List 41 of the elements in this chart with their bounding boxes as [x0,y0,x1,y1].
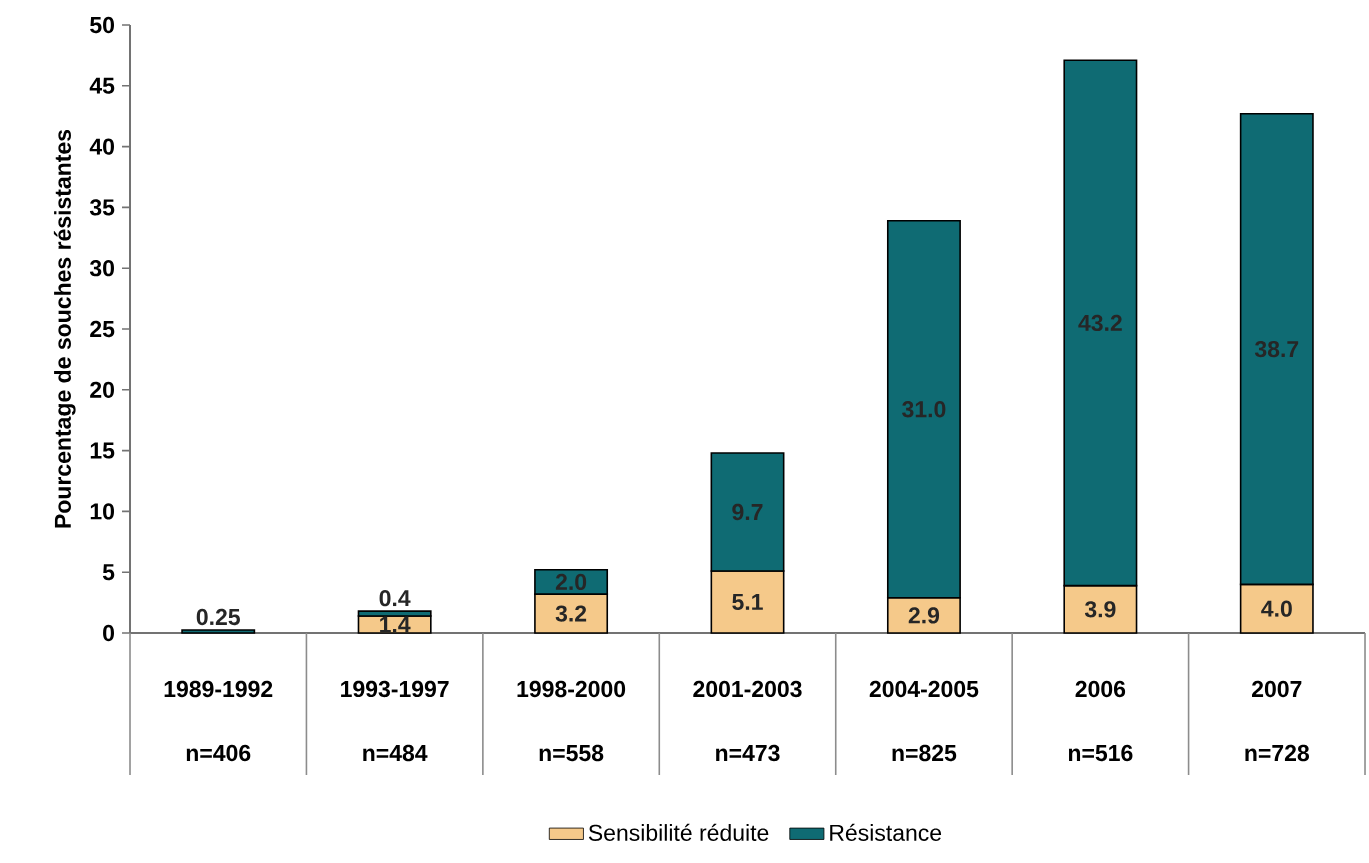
text: n=516 [1068,744,1133,762]
x-tick-label: 1998-2000 [517,680,626,698]
y-axis-title: Pourcentage de souches résistantes [53,129,76,528]
y-tick-label: 50 [90,16,114,34]
data-label: 0.4 [379,590,411,607]
text: n=484 [363,744,428,762]
data-label: 38.7 [1254,340,1299,358]
x-tick-label: 1993-1997 [341,680,449,698]
text: n=728 [1245,744,1310,762]
legend-label: Résistance [830,823,942,841]
text: n=473 [716,744,780,762]
data-label: 3.9 [1084,601,1116,618]
x-tick-label: 2001-2003 [693,680,802,698]
data-label: 4.0 [1261,600,1292,617]
y-tick-label: 35 [89,199,115,216]
text: n=825 [892,744,957,762]
text: n=558 [539,744,604,762]
y-tick-label: 0 [103,624,115,642]
y-tick-label: 15 [90,442,115,459]
data-label: 3.2 [555,605,587,622]
y-tick-label: 25 [90,320,115,338]
text: n=406 [186,744,251,762]
y-tick-label: 20 [90,381,114,398]
y-tick-label: 40 [89,138,114,155]
data-label: 2.9 [908,607,940,624]
y-tick-label: 45 [89,77,115,94]
data-label: 1.4 [380,616,411,633]
data-label: 0.25 [196,608,240,626]
x-tick-label: 1989-1992 [164,680,273,698]
data-label: 5.1 [732,593,763,611]
y-tick-label: 30 [89,260,114,277]
data-label: 31.0 [902,401,946,418]
y-tick-label: 5 [102,564,115,581]
data-label: 9.7 [732,503,763,521]
y-tick-label: 10 [90,503,114,520]
legend-label: Sensibilité réduite [588,823,769,841]
x-tick-label: 2004-2005 [869,680,979,698]
x-tick-label: 2006 [1075,680,1126,698]
x-tick-label: 2007 [1252,680,1302,698]
data-label: 43.2 [1078,314,1122,332]
data-label: 2.0 [555,573,587,591]
